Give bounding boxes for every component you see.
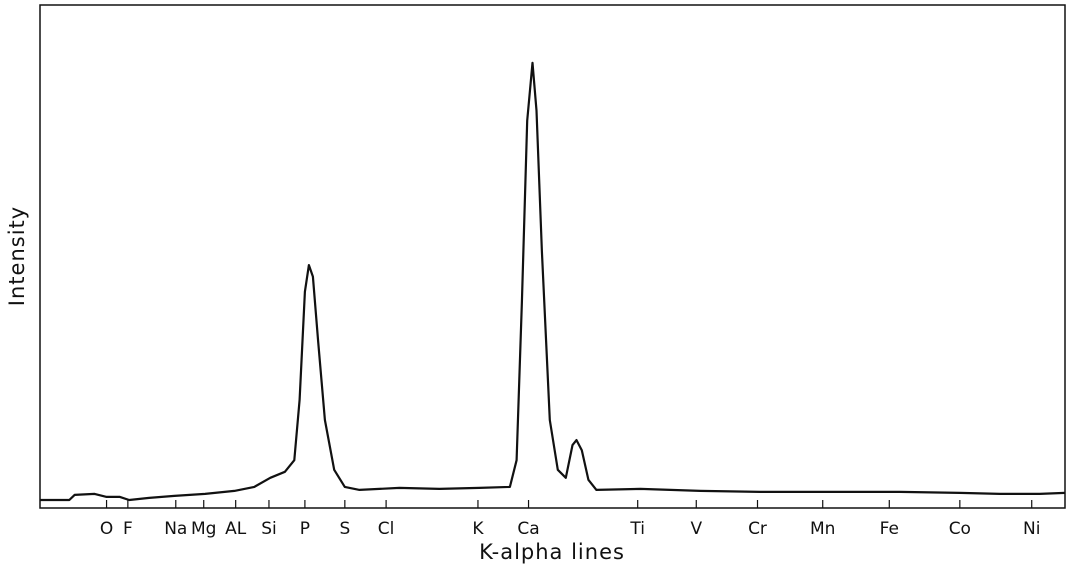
x-tick-label: S [339,519,350,539]
x-tick-label: V [690,519,702,539]
x-tick-label: O [100,519,113,539]
x-tick-label: AL [225,519,247,539]
x-tick-label: F [123,519,133,539]
x-tick-label: Cl [378,519,395,539]
x-tick-label: P [300,519,310,539]
x-tick-label: Mn [810,519,835,539]
x-tick-label: Na [164,519,187,539]
x-tick-label: Co [949,519,971,539]
x-tick-label: Ti [629,519,645,539]
spectrum-line [40,61,1066,502]
x-tick-label: Fe [880,519,899,539]
x-tick-label: K [472,519,484,539]
plot-frame [39,4,1066,509]
x-tick-label: Cr [748,519,767,539]
x-tick-label: Ca [517,519,539,539]
x-tick-label: Si [261,519,277,539]
x-tick-label: Mg [191,519,216,539]
x-axis-label: K-alpha lines [479,540,625,564]
y-axis-label: Intensity [5,206,29,306]
x-tick-label: Ni [1023,519,1040,539]
